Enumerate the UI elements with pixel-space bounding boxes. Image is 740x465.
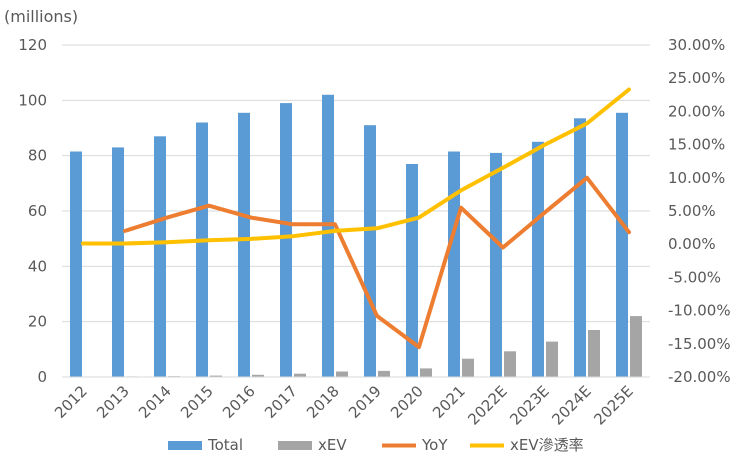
- bar-xev: [630, 316, 642, 377]
- x-axis-tick-label: 2025E: [590, 382, 636, 428]
- x-axis-tick-label: 2020: [387, 382, 427, 422]
- right-axis-tick-label: 5.00%: [668, 202, 716, 220]
- bar-total: [196, 122, 208, 377]
- bar-total: [574, 118, 586, 378]
- line-series: [81, 87, 631, 350]
- x-axis-tick-label: 2015: [177, 382, 217, 422]
- left-axis-ticks: 0 20 40 60 80 100 120: [18, 36, 47, 386]
- bar-xev: [210, 375, 222, 377]
- right-axis-tick-label: 30.00%: [668, 36, 725, 54]
- legend-label: Total: [207, 436, 243, 454]
- bar-total: [154, 136, 166, 377]
- left-axis-tick-label: 80: [28, 147, 47, 165]
- x-axis-tick-label: 2013: [93, 382, 133, 422]
- x-axis-tick-label: 2023E: [506, 382, 552, 428]
- bar-xev: [546, 341, 558, 377]
- bar-total: [280, 103, 292, 377]
- legend-item: xEV: [278, 436, 347, 454]
- bar-xev: [420, 368, 432, 377]
- bar-total: [238, 112, 250, 378]
- left-axis-tick-label: 120: [18, 36, 47, 54]
- legend-label: YoY: [421, 436, 448, 454]
- x-axis-tick-label: 2022E: [464, 382, 510, 428]
- bar-total: [322, 94, 334, 378]
- right-axis-tick-label: 10.00%: [668, 169, 725, 187]
- bar-xev: [462, 358, 474, 377]
- legend-item: YoY: [382, 436, 448, 454]
- bar-total: [448, 151, 460, 377]
- x-axis-ticks: 2012 2013 2014 2015 2016 2017 2018 2019 2020 2021…: [51, 382, 637, 428]
- left-axis-tick-label: 0: [37, 368, 47, 386]
- legend-label: xEV: [318, 436, 347, 454]
- bar-total: [532, 141, 544, 377]
- bar-total: [70, 151, 82, 377]
- right-axis-tick-label: 25.00%: [668, 69, 725, 87]
- right-axis-tick-label: -15.00%: [668, 335, 731, 353]
- bar-xev: [252, 374, 264, 377]
- x-axis-tick-label: 2024E: [548, 382, 594, 428]
- bar-xev: [504, 351, 516, 377]
- bar-xev: [294, 373, 306, 377]
- left-axis-tick-label: 100: [18, 91, 47, 109]
- right-axis-ticks: -20.00% -15.00% -10.00% -5.00% 0.00% 5.00% 10.…: [668, 36, 731, 386]
- right-axis-tick-label: -20.00%: [668, 368, 731, 386]
- x-axis-tick-label: 2021: [429, 382, 469, 422]
- left-axis-tick-label: 20: [28, 313, 47, 331]
- x-axis-tick-label: 2012: [51, 382, 91, 422]
- legend-swatch: [278, 441, 312, 450]
- line-yoy: [123, 175, 631, 350]
- x-axis-tick-label: 2019: [345, 382, 385, 422]
- bar-xev: [378, 370, 390, 377]
- left-axis-tick-label: 40: [28, 257, 47, 275]
- right-axis-tick-label: -10.00%: [668, 302, 731, 320]
- bar-xev: [336, 371, 348, 377]
- bar-xev: [588, 330, 600, 377]
- bar-series: [70, 94, 642, 378]
- legend-item: xEV滲透率: [470, 436, 584, 454]
- right-axis-tick-label: 15.00%: [668, 136, 725, 154]
- right-axis-tick-label: 20.00%: [668, 102, 725, 120]
- legend: Total xEV YoY xEV滲透率: [168, 436, 584, 454]
- gridlines: [62, 44, 650, 323]
- x-axis-tick-label: 2014: [135, 382, 175, 422]
- x-axis-tick-label: 2017: [261, 382, 301, 422]
- x-axis-tick-label: 2016: [219, 382, 259, 422]
- legend-item: Total: [168, 436, 243, 454]
- bar-total: [364, 125, 376, 377]
- bar-total: [616, 112, 628, 378]
- right-axis-tick-label: 0.00%: [668, 235, 716, 253]
- y-axis-unit-label: (millions): [4, 7, 78, 26]
- left-axis-tick-label: 60: [28, 202, 47, 220]
- right-axis-tick-label: -5.00%: [668, 268, 721, 286]
- legend-label: xEV滲透率: [510, 436, 584, 454]
- bar-total: [112, 147, 124, 377]
- bar-total: [490, 152, 502, 377]
- x-axis-tick-label: 2018: [303, 382, 343, 422]
- legend-swatch: [168, 441, 202, 450]
- line-xev-penetration: [81, 87, 631, 246]
